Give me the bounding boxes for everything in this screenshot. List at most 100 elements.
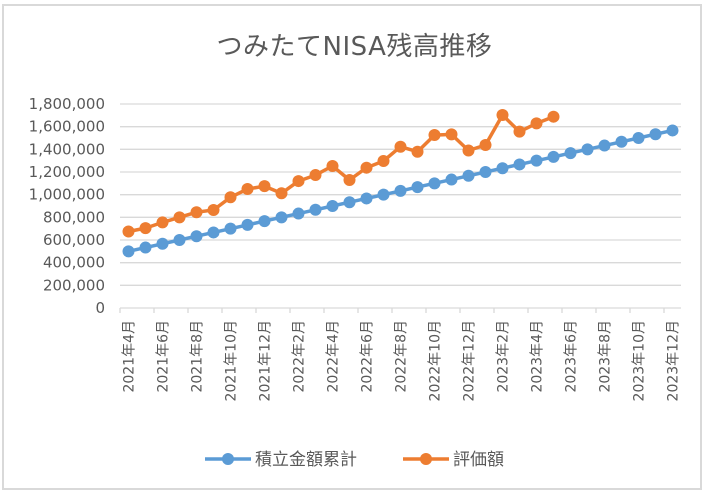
y-tick-label: 1,400,000 xyxy=(29,140,105,158)
data-point xyxy=(564,147,577,160)
data-point xyxy=(139,222,152,235)
data-point xyxy=(428,129,441,142)
y-tick-label: 1,800,000 xyxy=(29,95,105,113)
x-tick-label: 2023年6月 xyxy=(564,320,580,393)
y-tick-label: 1,000,000 xyxy=(29,186,105,204)
data-point xyxy=(547,110,560,123)
x-tick-label: 2021年10月 xyxy=(224,320,240,401)
x-tick-label: 2022年4月 xyxy=(326,320,342,393)
data-point xyxy=(309,169,322,182)
legend-label: 積立金額累計 xyxy=(255,450,357,470)
y-tick-label: 400,000 xyxy=(43,254,105,272)
data-point xyxy=(530,154,543,167)
data-point xyxy=(632,132,645,144)
data-point xyxy=(190,206,203,219)
data-point xyxy=(377,188,390,201)
data-point xyxy=(241,183,254,195)
data-point xyxy=(173,211,186,224)
data-point xyxy=(241,218,254,231)
y-tick-label: 1,600,000 xyxy=(29,118,105,136)
chart-title: つみたてNISA残高推移 xyxy=(216,32,493,62)
legend-marker-icon xyxy=(222,453,234,465)
data-point xyxy=(292,207,305,220)
data-point xyxy=(207,226,220,239)
data-point xyxy=(258,180,271,193)
data-point xyxy=(207,203,220,216)
x-tick-label: 2023年4月 xyxy=(530,320,546,393)
data-point xyxy=(258,215,271,228)
data-point xyxy=(156,237,169,250)
data-point xyxy=(360,192,373,205)
y-tick-label: 600,000 xyxy=(43,231,105,249)
y-axis: 0 200,000 400,000 600,000 800,000 1,000,000 1,… xyxy=(29,95,105,317)
data-point xyxy=(496,162,509,175)
data-point xyxy=(343,174,356,187)
data-point xyxy=(190,230,203,243)
data-point xyxy=(275,187,288,200)
data-point xyxy=(411,181,424,194)
data-point xyxy=(309,203,322,216)
x-tick-label: 2022年6月 xyxy=(360,320,376,393)
x-tick-label: 2021年6月 xyxy=(156,320,172,393)
data-point xyxy=(326,159,339,172)
data-point xyxy=(598,139,611,152)
data-point xyxy=(224,191,237,204)
data-point xyxy=(156,216,169,229)
data-point xyxy=(513,125,526,138)
x-tick-label: 2023年2月 xyxy=(496,320,512,393)
x-tick-label: 2023年8月 xyxy=(598,320,614,393)
data-point xyxy=(173,234,186,246)
data-point xyxy=(139,241,152,254)
data-point xyxy=(547,150,560,163)
legend: 積立金額累計 評価額 xyxy=(205,450,504,470)
data-point xyxy=(224,222,237,235)
series-valuation xyxy=(122,108,560,238)
data-point xyxy=(292,175,305,188)
data-point xyxy=(428,177,441,190)
x-tick-label: 2022年10月 xyxy=(428,320,444,401)
data-point xyxy=(343,196,356,209)
data-point xyxy=(394,184,407,197)
x-tick-label: 2022年8月 xyxy=(394,320,410,393)
data-point xyxy=(615,135,628,148)
x-tick-label: 2021年4月 xyxy=(122,320,138,393)
series-cumulative-contribution xyxy=(122,124,679,258)
x-tick-label: 2022年12月 xyxy=(462,320,478,401)
legend-item: 評価額 xyxy=(403,450,504,470)
data-point xyxy=(411,145,424,158)
data-point xyxy=(496,108,509,121)
y-tick-label: 1,200,000 xyxy=(29,163,105,181)
data-point xyxy=(360,161,373,174)
y-tick-label: 800,000 xyxy=(43,208,105,226)
series xyxy=(122,108,679,258)
data-point xyxy=(122,245,135,258)
data-point xyxy=(445,173,458,186)
legend-item: 積立金額累計 xyxy=(205,450,357,470)
data-point xyxy=(275,211,288,224)
data-point xyxy=(445,128,458,141)
data-point xyxy=(377,155,390,168)
data-point xyxy=(394,140,407,153)
data-point xyxy=(462,144,475,157)
y-tick-label: 200,000 xyxy=(43,276,105,294)
data-point xyxy=(649,128,662,141)
data-point xyxy=(462,169,475,182)
x-tick-label: 2021年8月 xyxy=(190,320,206,393)
data-point xyxy=(479,166,492,178)
data-point xyxy=(530,117,543,130)
x-tick-label: 2022年2月 xyxy=(292,320,308,393)
x-tick-label: 2021年12月 xyxy=(258,320,274,401)
x-tick-label: 2023年12月 xyxy=(666,320,682,401)
data-point xyxy=(581,143,594,156)
data-point xyxy=(666,124,679,137)
data-point xyxy=(326,200,339,212)
x-axis: 2021年4月 2021年6月 2021年8月 2021年10月 2021年12月 202… xyxy=(119,307,682,401)
chart-area xyxy=(2,4,702,490)
legend-label: 評価額 xyxy=(453,450,504,470)
y-tick-label: 0 xyxy=(95,299,105,317)
x-tick-label: 2023年10月 xyxy=(632,320,648,401)
legend-marker-icon xyxy=(420,453,432,465)
data-point xyxy=(122,225,135,238)
data-point xyxy=(513,158,526,171)
